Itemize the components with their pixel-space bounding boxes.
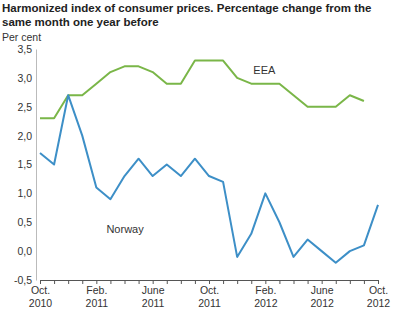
x-tick-mark — [54, 280, 55, 284]
series-label: EEA — [253, 64, 276, 76]
x-tick — [82, 280, 83, 284]
x-tick-mark — [350, 280, 351, 284]
y-tick-label: 1,0 — [17, 187, 32, 199]
x-tick — [110, 280, 111, 284]
y-tick: 1,5 — [17, 158, 36, 170]
y-tick: 3,5 — [17, 43, 36, 55]
x-tick-mark — [308, 280, 309, 284]
y-axis: -0,5 0,0 0,5 1,0 1,5 2,0 2,5 3,0 3,5 — [14, 43, 37, 286]
x-tick-mark — [195, 280, 196, 284]
y-tick: 3,0 — [17, 72, 36, 84]
x-axis: Oct.2010 Feb.2011 June2011 Oct.2011 Feb.2012… — [29, 280, 391, 309]
x-tick-mark — [181, 280, 182, 284]
y-axis-line — [36, 50, 37, 281]
y-tick: 2,5 — [17, 101, 36, 113]
x-tick-mark — [378, 280, 379, 284]
x-tick: Oct.2010 — [29, 280, 53, 309]
y-tick-label: 3,0 — [17, 72, 32, 84]
x-tick-label: Feb.2011 — [86, 284, 109, 308]
x-tick — [195, 280, 196, 284]
x-tick — [167, 280, 168, 284]
x-tick-label: Oct.2010 — [29, 284, 53, 308]
x-tick — [223, 280, 224, 284]
title: Harmonized index of consumer prices. Per… — [2, 2, 371, 28]
x-tick-label: June2012 — [310, 284, 334, 308]
x-tick-mark — [364, 280, 365, 284]
x-tick — [181, 280, 182, 284]
y-tick-label: 2,0 — [17, 129, 32, 141]
x-tick — [294, 280, 295, 284]
x-tick-mark — [237, 280, 238, 284]
x-tick-label: Oct.2012 — [367, 284, 391, 308]
series-label: Norway — [106, 223, 144, 235]
y-tick-label: -0,5 — [14, 274, 32, 286]
x-tick: Oct.2011 — [198, 280, 221, 309]
x-tick-label: June2011 — [142, 284, 165, 308]
x-tick — [237, 280, 238, 284]
y-tick-label: 0,0 — [17, 245, 32, 257]
x-tick: June2012 — [310, 280, 334, 309]
y-tick-label: 3,5 — [17, 43, 32, 55]
x-tick-mark — [139, 280, 140, 284]
x-tick — [336, 280, 337, 284]
plot-area — [40, 61, 378, 263]
x-tick-mark — [68, 280, 69, 284]
x-tick-mark — [336, 280, 337, 284]
x-tick: Feb.2011 — [86, 280, 109, 309]
y-tick: 0,0 — [17, 245, 36, 257]
x-tick-label: Feb.2012 — [254, 284, 278, 308]
series-line — [40, 61, 364, 119]
x-tick-mark — [279, 280, 280, 284]
x-tick — [68, 280, 69, 284]
x-tick-mark — [167, 280, 168, 284]
x-tick: June2011 — [142, 280, 165, 309]
x-tick-mark — [110, 280, 111, 284]
y-axis-title: Per cent — [2, 31, 41, 43]
x-tick-mark — [251, 280, 252, 284]
x-tick-mark — [209, 280, 210, 284]
x-tick — [279, 280, 280, 284]
x-tick-mark — [125, 280, 126, 284]
x-tick-mark — [322, 280, 323, 284]
y-tick: 1,0 — [17, 187, 36, 199]
x-tick-mark — [40, 280, 41, 284]
y-tick-label: 0,5 — [17, 216, 32, 228]
x-tick — [251, 280, 252, 284]
x-tick-mark — [153, 280, 154, 284]
x-tick: Feb.2012 — [254, 280, 278, 309]
series-line — [40, 95, 378, 262]
x-tick — [54, 280, 55, 284]
y-tick-label: 1,5 — [17, 158, 32, 170]
y-tick: 0,5 — [17, 216, 36, 228]
x-tick — [125, 280, 126, 284]
x-tick: Oct.2012 — [367, 280, 391, 309]
y-tick-label: 2,5 — [17, 101, 32, 113]
x-tick-mark — [82, 280, 83, 284]
x-tick-mark — [265, 280, 266, 284]
x-tick-mark — [294, 280, 295, 284]
x-tick — [364, 280, 365, 284]
y-tick: 2,0 — [17, 129, 36, 141]
x-tick — [308, 280, 309, 284]
chart: Harmonized index of consumer prices. Per… — [0, 0, 400, 320]
x-tick-mark — [96, 280, 97, 284]
x-tick-mark — [223, 280, 224, 284]
x-tick — [139, 280, 140, 284]
x-tick — [350, 280, 351, 284]
x-tick-label: Oct.2011 — [198, 284, 221, 308]
